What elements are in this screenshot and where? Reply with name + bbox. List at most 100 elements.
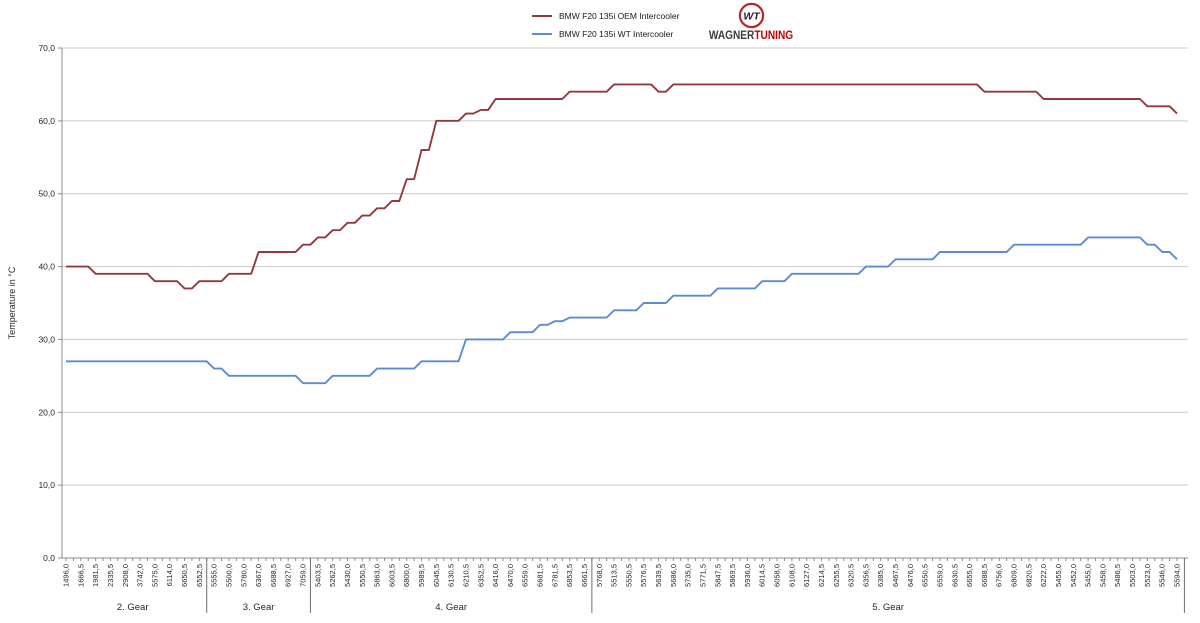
x-axis-label: 6630,5 <box>950 564 959 587</box>
x-axis-label: 5686,0 <box>669 564 678 587</box>
x-axis-label: 6127,0 <box>802 564 811 587</box>
x-axis-label: 6476,0 <box>906 564 915 587</box>
y-axis-label: 40,0 <box>38 262 55 272</box>
x-axis-label: 6367,0 <box>254 564 263 587</box>
x-axis-label: 6003,5 <box>387 564 396 587</box>
x-axis-label: 5555,0 <box>210 564 219 587</box>
x-axis-label: 5847,5 <box>713 564 722 587</box>
legend-item-oem: BMW F20 135i OEM Intercooler <box>532 7 679 25</box>
legend-label: BMW F20 135i OEM Intercooler <box>559 11 680 21</box>
wordmark-primary: WAGNER <box>708 30 755 42</box>
x-axis-label: 5594,0 <box>1173 564 1182 587</box>
x-axis-label: 6661,5 <box>580 564 589 587</box>
legend-item-wt: BMW F20 135i WT Intercooler <box>532 25 679 43</box>
x-axis-label: 5452,0 <box>1069 564 1078 587</box>
gear-label: 4. Gear <box>435 602 467 613</box>
x-axis-label: 6356,5 <box>861 564 870 587</box>
series-line-oem <box>66 83 1178 290</box>
x-axis-label: 5780,0 <box>239 564 248 587</box>
x-axis-label: 6416,0 <box>491 564 500 587</box>
x-axis-label: 6756,0 <box>995 564 1004 587</box>
x-axis-label: 5869,5 <box>728 564 737 587</box>
x-axis-label: 5403,5 <box>313 564 322 587</box>
y-axis-label: 20,0 <box>38 407 55 417</box>
x-axis-label: 5500,0 <box>224 564 233 587</box>
wordmark-accent: TUNING <box>754 30 794 42</box>
wagner-tuning-logo-icon: WT <box>738 2 764 29</box>
x-axis-label: 5735,0 <box>684 564 693 587</box>
x-axis-label: 5576,5 <box>639 564 648 587</box>
x-axis-label: 5455,0 <box>1054 564 1063 587</box>
x-axis-label: 6820,5 <box>1024 564 1033 587</box>
x-axis-label: 5546,0 <box>1158 564 1167 587</box>
x-axis-label: 6552,5 <box>195 564 204 587</box>
gear-label: 5. Gear <box>872 602 904 613</box>
x-axis-label: 6781,5 <box>550 564 559 587</box>
y-axis-label: 70,0 <box>38 43 55 53</box>
x-axis-label: 5455,0 <box>1084 564 1093 587</box>
x-axis-label: 6058,0 <box>773 564 782 587</box>
x-axis-label: 6559,0 <box>521 564 530 587</box>
x-axis-label: 5550,5 <box>358 564 367 587</box>
y-axis-label: 50,0 <box>38 189 55 199</box>
x-axis-label: 6467,5 <box>891 564 900 587</box>
y-axis-title: Temperature in °C <box>7 266 17 339</box>
y-axis-label: 0,0 <box>43 553 55 563</box>
x-axis-label: 1981,5 <box>91 564 100 587</box>
y-axis-label: 10,0 <box>38 480 55 490</box>
gear-label: 2. Gear <box>117 602 149 613</box>
x-axis-label: 6130,5 <box>447 564 456 587</box>
x-axis-label: 5639,5 <box>654 564 663 587</box>
x-axis-label: 6688,5 <box>980 564 989 587</box>
x-axis-label: 5771,5 <box>698 564 707 587</box>
x-axis-label: 6255,5 <box>832 564 841 587</box>
x-axis-label: 6559,0 <box>935 564 944 587</box>
legend-line-swatch <box>532 15 552 17</box>
x-axis-label: 6320,5 <box>847 564 856 587</box>
x-axis-label: 5503,0 <box>1128 564 1137 587</box>
x-axis-label: 7059,0 <box>299 564 308 587</box>
legend-label: BMW F20 135i WT Intercooler <box>559 29 674 39</box>
x-axis-label: 6222,0 <box>1039 564 1048 587</box>
x-axis-label: 6214,5 <box>817 564 826 587</box>
x-axis-label: 1496,0 <box>62 564 71 587</box>
x-axis-label: 5989,5 <box>417 564 426 587</box>
wagner-tuning-logo: WT WAGNERTUNING <box>703 2 799 42</box>
x-axis-label: 6470,0 <box>506 564 515 587</box>
x-axis-label: 5430,0 <box>343 564 352 587</box>
y-axis-label: 30,0 <box>38 334 55 344</box>
legend-line-swatch <box>532 33 552 35</box>
x-axis-label: 6853,5 <box>565 564 574 587</box>
x-axis-label: 6550,5 <box>921 564 930 587</box>
x-axis-label: 5486,5 <box>1113 564 1122 587</box>
x-axis-label: 5550,5 <box>624 564 633 587</box>
x-axis-label: 6210,5 <box>461 564 470 587</box>
x-axis-label: 5863,0 <box>373 564 382 587</box>
x-axis-label: 5936,0 <box>743 564 752 587</box>
gear-label: 3. Gear <box>243 602 275 613</box>
x-axis-label: 6688,5 <box>269 564 278 587</box>
wagner-tuning-wordmark: WAGNERTUNING <box>709 30 793 42</box>
x-axis-label: 5768,0 <box>595 564 604 587</box>
x-axis-label: 2335,5 <box>106 564 115 587</box>
x-axis-label: 1666,5 <box>76 564 85 587</box>
x-axis-label: 3742,0 <box>136 564 145 587</box>
x-axis-label: 5513,5 <box>610 564 619 587</box>
series-line-wt <box>66 236 1178 385</box>
x-axis-label: 6681,5 <box>536 564 545 587</box>
x-axis-label: 6385,0 <box>876 564 885 587</box>
x-axis-label: 6352,5 <box>476 564 485 587</box>
x-axis-label: 6114,0 <box>165 564 174 586</box>
chart-legend: BMW F20 135i OEM Intercooler BMW F20 135i… <box>532 7 679 43</box>
x-axis-label: 6800,0 <box>402 564 411 587</box>
x-axis-label: 6655,0 <box>965 564 974 587</box>
x-axis-label: 6927,0 <box>284 564 293 587</box>
x-axis-label: 5458,0 <box>1098 564 1107 587</box>
x-axis-label: 5523,0 <box>1143 564 1152 587</box>
x-axis-label: 6809,0 <box>1010 564 1019 587</box>
x-axis-label: 6108,0 <box>787 564 796 587</box>
x-axis-label: 5262,5 <box>328 564 337 587</box>
x-axis-label: 5575,0 <box>150 564 159 587</box>
